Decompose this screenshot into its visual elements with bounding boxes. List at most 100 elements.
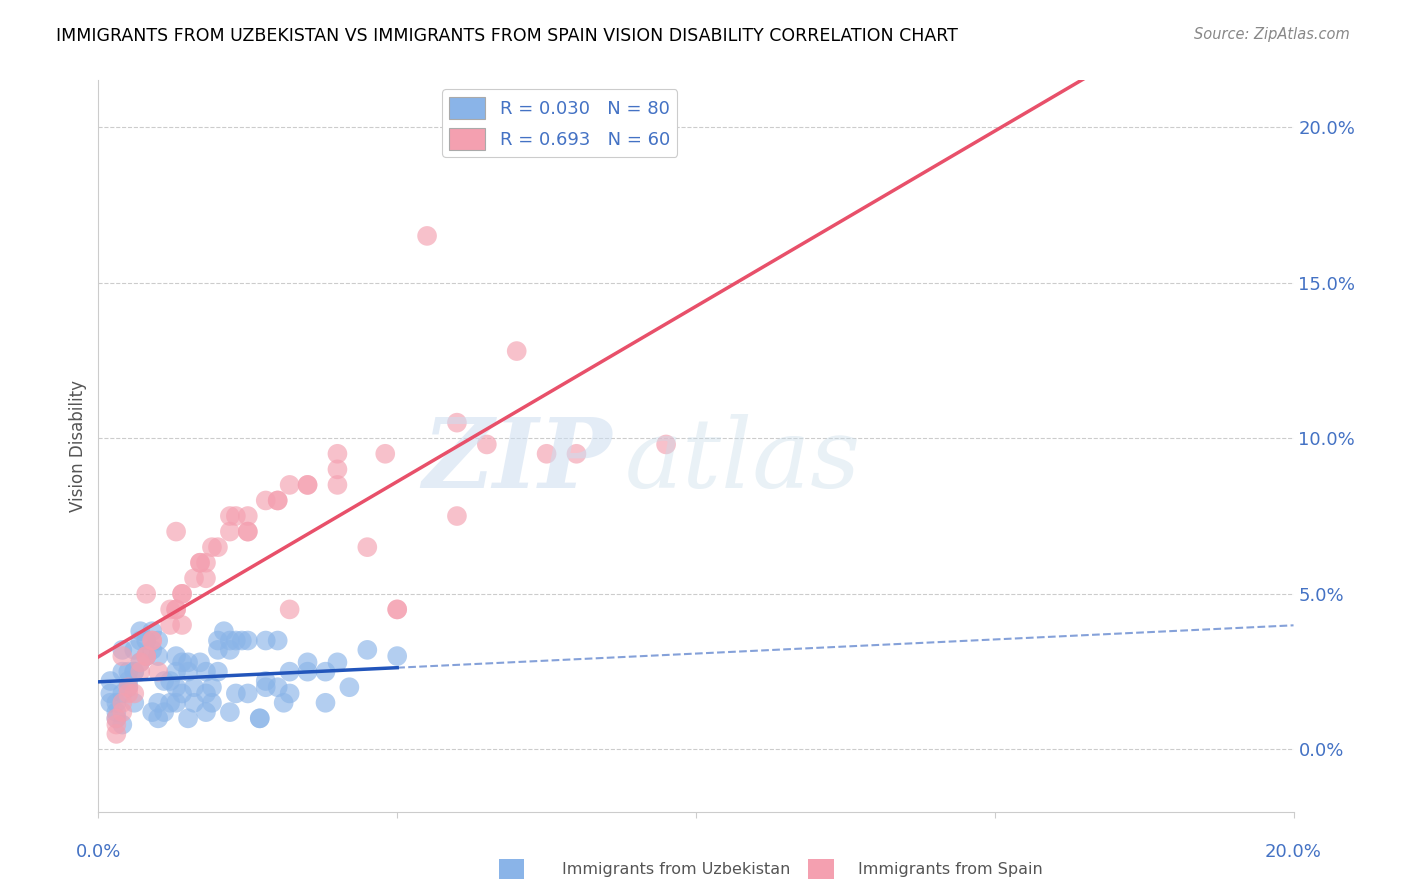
Point — [117, 680, 139, 694]
Point — [153, 673, 176, 688]
Point — [278, 478, 301, 492]
Point — [297, 478, 319, 492]
Point — [105, 705, 128, 719]
Point — [236, 509, 259, 524]
Point — [297, 665, 319, 679]
Point — [141, 633, 163, 648]
Point — [212, 624, 235, 639]
Point — [201, 696, 224, 710]
Text: ZIP: ZIP — [423, 414, 613, 508]
Text: 20.0%: 20.0% — [1265, 843, 1322, 861]
Point — [297, 478, 319, 492]
Point — [297, 656, 319, 670]
Point — [254, 633, 277, 648]
Point — [141, 705, 163, 719]
Point — [326, 656, 349, 670]
Point — [278, 665, 301, 679]
Legend: R = 0.030   N = 80, R = 0.693   N = 60: R = 0.030 N = 80, R = 0.693 N = 60 — [441, 89, 678, 157]
Point — [111, 696, 134, 710]
Point — [475, 437, 498, 451]
Point — [254, 673, 277, 688]
Point — [148, 711, 170, 725]
Point — [148, 696, 170, 710]
Point — [105, 717, 128, 731]
Point — [159, 673, 181, 688]
Text: 0.0%: 0.0% — [76, 843, 121, 861]
Point — [111, 717, 134, 731]
Point — [446, 509, 468, 524]
Point — [153, 705, 176, 719]
Point — [165, 665, 187, 679]
Point — [374, 447, 396, 461]
Point — [129, 656, 152, 670]
Point — [172, 587, 194, 601]
Point — [225, 509, 247, 524]
Point — [148, 665, 170, 679]
Point — [249, 711, 271, 725]
Point — [124, 665, 146, 679]
Point — [236, 524, 259, 539]
Point — [98, 673, 122, 688]
Point — [315, 696, 337, 710]
Point — [326, 478, 349, 492]
Point — [195, 665, 218, 679]
Point — [188, 556, 211, 570]
Point — [267, 493, 290, 508]
Point — [141, 633, 163, 648]
Point — [207, 540, 229, 554]
Point — [129, 624, 152, 639]
Point — [183, 680, 205, 694]
Point — [117, 686, 139, 700]
Point — [267, 493, 290, 508]
Point — [385, 602, 409, 616]
Point — [339, 680, 361, 694]
Point — [183, 571, 205, 585]
Point — [254, 680, 277, 694]
Point — [207, 633, 229, 648]
Point — [129, 656, 152, 670]
Point — [273, 696, 295, 710]
Point — [111, 665, 134, 679]
Point — [219, 643, 242, 657]
Point — [111, 649, 134, 664]
Point — [124, 665, 146, 679]
Point — [207, 665, 229, 679]
Point — [177, 665, 200, 679]
Point — [172, 656, 194, 670]
Point — [129, 665, 152, 679]
Point — [356, 540, 378, 554]
Point — [124, 643, 146, 657]
Point — [172, 618, 194, 632]
Point — [236, 524, 259, 539]
Point — [219, 633, 242, 648]
Point — [124, 686, 146, 700]
Point — [326, 462, 349, 476]
Point — [165, 680, 187, 694]
Point — [267, 680, 290, 694]
Text: atlas: atlas — [624, 414, 860, 508]
Point — [141, 643, 163, 657]
Point — [159, 696, 181, 710]
Point — [267, 633, 290, 648]
Point — [172, 587, 194, 601]
Point — [165, 602, 187, 616]
Point — [135, 633, 157, 648]
Y-axis label: Vision Disability: Vision Disability — [69, 380, 87, 512]
Point — [129, 633, 152, 648]
Point — [124, 696, 146, 710]
Point — [326, 447, 349, 461]
Point — [655, 437, 678, 451]
Point — [236, 633, 259, 648]
Point — [117, 680, 139, 694]
Point — [165, 696, 187, 710]
Point — [135, 649, 157, 664]
Point — [188, 656, 211, 670]
Point — [105, 711, 128, 725]
Point — [98, 686, 122, 700]
Point — [111, 686, 134, 700]
Point — [249, 711, 271, 725]
Text: IMMIGRANTS FROM UZBEKISTAN VS IMMIGRANTS FROM SPAIN VISION DISABILITY CORRELATIO: IMMIGRANTS FROM UZBEKISTAN VS IMMIGRANTS… — [56, 27, 957, 45]
Point — [141, 624, 163, 639]
Point — [565, 447, 588, 461]
Point — [135, 587, 157, 601]
